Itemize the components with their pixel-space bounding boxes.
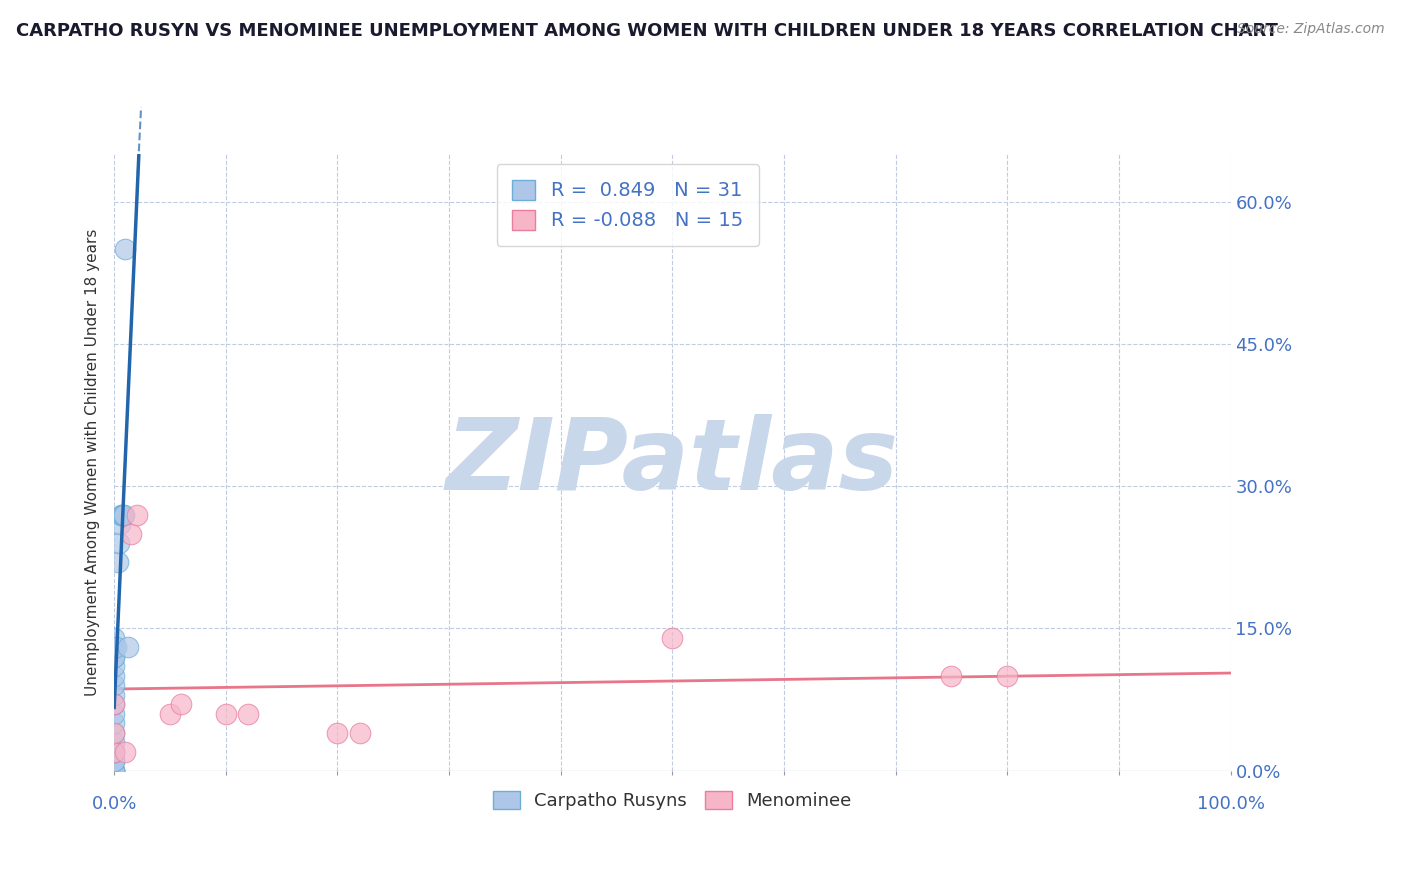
Point [103, 716, 125, 731]
Point [103, 745, 125, 759]
Text: CARPATHO RUSYN VS MENOMINEE UNEMPLOYMENT AMONG WOMEN WITH CHILDREN UNDER 18 YEAR: CARPATHO RUSYN VS MENOMINEE UNEMPLOYMENT… [15, 22, 1278, 40]
Point [120, 526, 142, 541]
Point [117, 640, 139, 655]
Point [103, 764, 125, 778]
Point [112, 508, 135, 522]
Point [103, 706, 125, 721]
Text: 0.0%: 0.0% [91, 796, 136, 814]
Point [103, 745, 125, 759]
Point [103, 754, 125, 768]
Point [236, 706, 259, 721]
Point [103, 764, 125, 778]
Point [108, 517, 131, 532]
Point [103, 745, 125, 759]
Point [326, 725, 349, 739]
Point [103, 764, 125, 778]
Point [103, 698, 125, 712]
Point [103, 669, 125, 683]
Point [661, 631, 683, 645]
Point [103, 649, 125, 664]
Text: ZIPatlas: ZIPatlas [446, 414, 898, 511]
Point [215, 706, 238, 721]
Point [111, 508, 134, 522]
Point [103, 688, 125, 702]
Point [995, 669, 1018, 683]
Text: Source: ZipAtlas.com: Source: ZipAtlas.com [1237, 22, 1385, 37]
Point [105, 640, 128, 655]
Point [103, 725, 125, 739]
Point [114, 242, 136, 256]
Point [125, 508, 148, 522]
Point [103, 649, 125, 664]
Legend: Carpatho Rusyns, Menominee: Carpatho Rusyns, Menominee [485, 783, 859, 817]
Point [103, 725, 125, 739]
Point [103, 754, 125, 768]
Text: 100.0%: 100.0% [1197, 796, 1264, 814]
Point [941, 669, 963, 683]
Point [103, 698, 125, 712]
Point [159, 706, 181, 721]
Point [107, 555, 129, 569]
Y-axis label: Unemployment Among Women with Children Under 18 years: Unemployment Among Women with Children U… [86, 229, 100, 697]
Point [349, 725, 371, 739]
Point [114, 745, 136, 759]
Point [107, 536, 129, 550]
Point [112, 508, 135, 522]
Point [103, 735, 125, 749]
Point [103, 659, 125, 673]
Point [170, 698, 193, 712]
Point [103, 764, 125, 778]
Point [110, 508, 132, 522]
Point [103, 678, 125, 692]
Point [103, 640, 125, 655]
Point [103, 631, 125, 645]
